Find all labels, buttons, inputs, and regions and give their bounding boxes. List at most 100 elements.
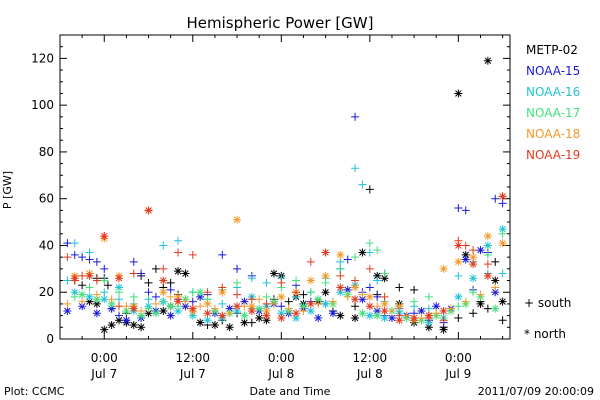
south-point [107, 295, 116, 304]
south-point [373, 246, 382, 255]
south-point [373, 292, 382, 301]
north-point [321, 271, 330, 280]
south-point [469, 288, 478, 297]
north-point [240, 311, 249, 320]
south-point [321, 278, 330, 287]
north-point [196, 318, 205, 327]
south-point [328, 297, 337, 306]
south-point [402, 311, 411, 320]
north-point [454, 241, 463, 250]
south-point [129, 257, 138, 266]
south-point [269, 299, 278, 308]
south-point [85, 255, 94, 264]
south-point [188, 297, 197, 306]
south-point [247, 274, 256, 283]
south-point [476, 290, 485, 299]
north-point [454, 292, 463, 301]
south-point [144, 295, 153, 304]
north-point [240, 318, 249, 327]
north-point [196, 288, 205, 297]
north-point [122, 306, 131, 315]
north-point [277, 292, 286, 301]
north-point [129, 320, 138, 329]
north-point [461, 255, 470, 264]
plot-credit: Plot: CCMC [4, 385, 65, 398]
south-point [100, 276, 109, 285]
south-point [255, 295, 264, 304]
south-point [343, 292, 352, 301]
north-point [351, 313, 360, 322]
south-point [100, 288, 109, 297]
north-point [491, 304, 500, 313]
south-point [277, 302, 286, 311]
north-point [233, 215, 242, 224]
south-point [336, 257, 345, 266]
north-point [439, 264, 448, 273]
north-point [100, 295, 109, 304]
north-point [373, 311, 382, 320]
north-point [321, 248, 330, 257]
south-point [151, 292, 160, 301]
north-point [159, 276, 168, 285]
south-point [410, 285, 419, 294]
north-point [85, 292, 94, 301]
south-point [181, 297, 190, 306]
north-point [144, 309, 153, 318]
south-point [292, 276, 301, 285]
south-point [461, 297, 470, 306]
y-tick-label: 60 [39, 192, 54, 206]
south-point [351, 276, 360, 285]
south-point [63, 239, 72, 248]
north-point [262, 316, 271, 325]
legend-entry: NOAA-17 [526, 106, 580, 120]
north-point [174, 306, 183, 315]
north-point [454, 89, 463, 98]
south-point [299, 290, 308, 299]
legend-entry: NOAA-18 [526, 127, 580, 141]
south-point [115, 302, 124, 311]
north-point [159, 288, 168, 297]
south-point [196, 302, 205, 311]
y-axis: 0 20 40 60 80 100 120 [31, 34, 510, 346]
north-point [247, 306, 256, 315]
south-point [188, 250, 197, 259]
y-tick-label: 100 [31, 98, 54, 112]
north-point [469, 274, 478, 283]
plot-frame [59, 34, 511, 340]
x-axis: 0:00 Jul 7 12:00 Jul 7 0:00 Jul 8 12:00 Jul 8 0:… [81, 35, 504, 381]
north-point [491, 288, 500, 297]
north-point [277, 313, 286, 322]
south-point [103, 281, 112, 290]
south-point [299, 306, 308, 315]
south-point [262, 292, 271, 301]
south-point [343, 255, 352, 264]
north-point [225, 304, 234, 313]
north-point [432, 302, 441, 311]
x-tick-date: Jul 9 [444, 367, 471, 381]
south-point [166, 278, 175, 287]
x-tick-time: 0:00 [268, 351, 295, 365]
north-point [115, 283, 124, 292]
north-point [240, 297, 249, 306]
north-point [129, 304, 138, 313]
south-point [387, 306, 396, 315]
south-point [446, 304, 455, 313]
north-point [336, 288, 345, 297]
south-point [277, 278, 286, 287]
north-point [100, 325, 109, 334]
south-point [498, 229, 507, 238]
x-tick-time: 12:00 [175, 351, 210, 365]
north-point [107, 304, 116, 313]
south-point [174, 248, 183, 257]
south-point [100, 264, 109, 273]
north-point [262, 311, 271, 320]
south-point [144, 304, 153, 313]
x-tick-time: 12:00 [353, 351, 388, 365]
north-point [181, 269, 190, 278]
south-point [218, 250, 227, 259]
north-point [218, 311, 227, 320]
legend-entry: NOAA-16 [526, 85, 580, 99]
south-point [454, 313, 463, 322]
south-point [233, 278, 242, 287]
